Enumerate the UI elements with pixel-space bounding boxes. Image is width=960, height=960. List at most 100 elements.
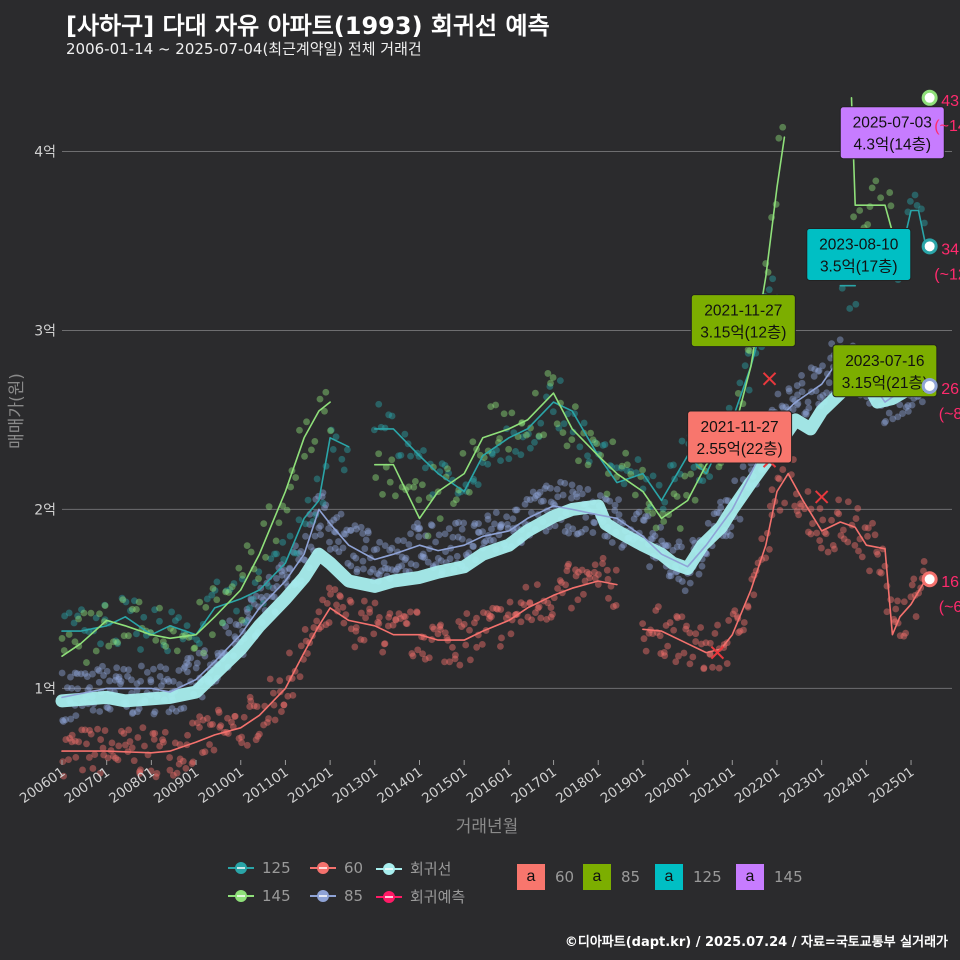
scatter-point [172, 707, 180, 715]
scatter-point [665, 572, 673, 580]
scatter-point [469, 543, 477, 550]
scatter-point [272, 537, 280, 545]
annotation-value: 3.15억(21층) [842, 374, 928, 392]
scatter-point [553, 485, 561, 493]
scatter-point [325, 584, 333, 592]
scatter-point [61, 612, 69, 620]
scatter-point [561, 528, 569, 535]
scatter-point [480, 609, 487, 616]
scatter-point [563, 442, 571, 450]
scatter-point [744, 346, 752, 354]
dot-line-icon [310, 862, 336, 874]
scatter-point [372, 474, 380, 481]
scatter-point [347, 526, 354, 534]
scatter-point [802, 408, 810, 416]
scatter-point [59, 758, 67, 766]
scatter-point [101, 601, 109, 609]
scatter-point [861, 524, 869, 532]
scatter-point [392, 616, 400, 623]
scatter-point [330, 516, 338, 524]
scatter-point [140, 613, 148, 621]
scatter-point [534, 604, 542, 612]
scatter-point [370, 630, 378, 638]
scatter-point [164, 647, 171, 655]
scatter-point [412, 561, 420, 569]
scatter-point [657, 650, 665, 657]
scatter-point [578, 528, 585, 536]
scatter-point [441, 530, 449, 538]
scatter-point [279, 538, 287, 546]
scatter-point [634, 456, 642, 463]
scatter-point [271, 716, 279, 724]
scatter-point [813, 529, 821, 537]
scatter-point [526, 599, 534, 606]
scatter-point [160, 738, 167, 746]
scatter-point [153, 769, 161, 777]
scatter-point [648, 535, 656, 543]
scatter-point [83, 740, 90, 748]
scatter-point [119, 596, 127, 604]
scatter-point [151, 606, 159, 614]
scatter-point [569, 525, 577, 533]
scatter-point [252, 592, 260, 600]
scatter-point [775, 475, 783, 483]
scatter-point [379, 648, 387, 656]
scatter-point [415, 496, 423, 504]
scatter-point [125, 632, 132, 640]
scatter-point [70, 619, 78, 627]
scatter-point [388, 544, 396, 552]
scatter-point [774, 474, 782, 482]
scatter-point [403, 620, 411, 628]
scatter-point [276, 677, 284, 685]
scatter-point [827, 354, 835, 362]
scatter-point [904, 407, 912, 415]
scatter-point [644, 506, 651, 514]
scatter-point [134, 708, 141, 716]
scatter-point [189, 758, 197, 766]
scatter-point [85, 754, 93, 761]
scatter-point [359, 557, 367, 565]
legend-label: 85 [621, 868, 641, 886]
scatter-point [649, 472, 657, 480]
scatter-point [193, 636, 201, 644]
scatter-point [465, 549, 473, 557]
scatter-point [645, 629, 653, 637]
scatter-point [568, 604, 575, 612]
scatter-point [508, 409, 516, 417]
legend-swatch: a [655, 864, 683, 890]
scatter-point [647, 535, 655, 543]
scatter-point [866, 567, 873, 575]
scatter-point [321, 504, 328, 512]
scatter-point [386, 610, 394, 617]
scatter-point [393, 565, 401, 573]
scatter-point [918, 205, 925, 213]
legend-item-125: 125 [228, 858, 291, 878]
scatter-point [313, 617, 321, 625]
scatter-point [160, 641, 168, 649]
scatter-point [340, 466, 348, 474]
scatter-point [831, 545, 838, 553]
scatter-point [122, 598, 130, 606]
scatter-point [405, 483, 413, 491]
scatter-point [425, 654, 433, 662]
scatter-point [91, 751, 99, 759]
scatter-point [62, 716, 69, 724]
scatter-point [310, 624, 318, 631]
scatter-point [565, 529, 573, 537]
scatter-point [413, 608, 421, 616]
scatter-point [661, 541, 669, 549]
scatter-point [844, 498, 852, 506]
scatter-point [532, 609, 539, 617]
scatter-point [111, 676, 119, 684]
scatter-point [662, 542, 670, 550]
scatter-point [456, 661, 464, 669]
scatter-point [231, 713, 239, 720]
scatter-point [254, 732, 262, 740]
scatter-point [402, 619, 410, 627]
scatter-point [169, 677, 177, 685]
scatter-point [655, 481, 663, 489]
scatter-point [722, 497, 730, 504]
scatter-point [470, 478, 477, 485]
scatter-point [226, 586, 234, 593]
